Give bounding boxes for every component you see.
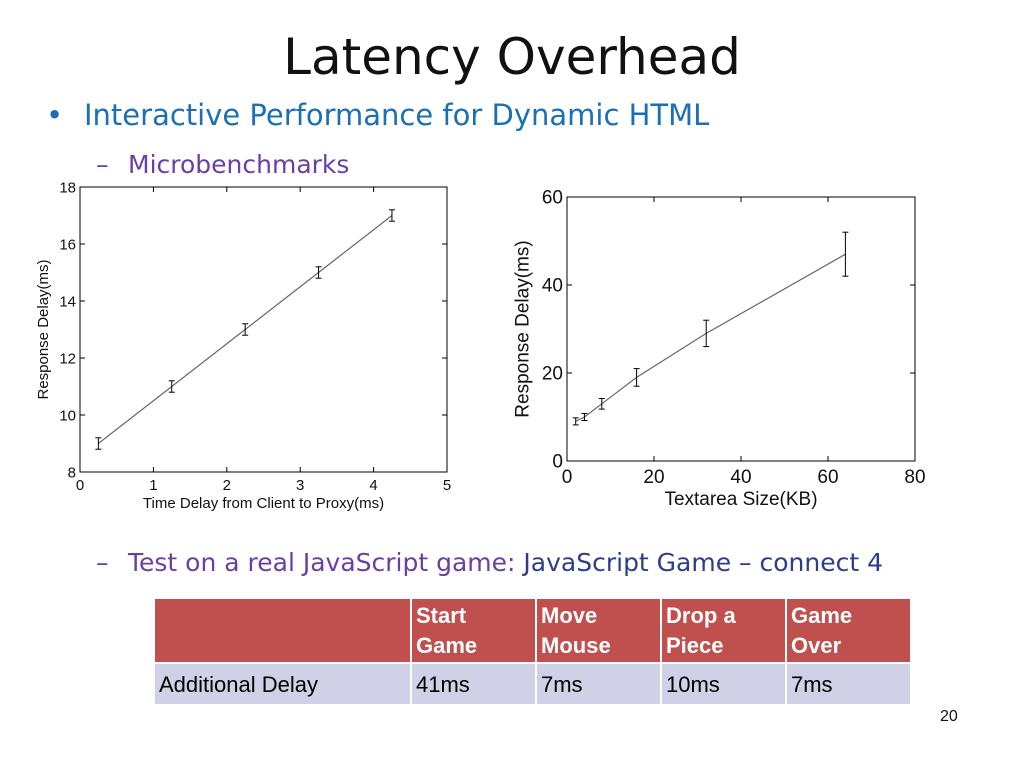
x-tick-label: 80 — [904, 467, 925, 488]
table-header-line: Move — [541, 603, 598, 628]
y-tick-label: 16 — [59, 236, 76, 253]
plot-frame — [79, 186, 448, 473]
table-header-line: Over — [791, 632, 842, 658]
x-tick-label: 3 — [296, 477, 304, 494]
sub-bullet-game-test: – Test on a real JavaScript game: JavaScr… — [96, 548, 883, 577]
table-header-cell: Game Over — [785, 596, 912, 665]
table-header-cell: Drop a Piece — [660, 596, 787, 665]
x-tick-label: 2 — [223, 477, 231, 494]
table-header-cell: Move Mouse — [535, 596, 662, 665]
y-tick-label: 60 — [542, 188, 563, 209]
y-tick-label: 12 — [59, 350, 76, 367]
table-header-cell — [153, 596, 412, 665]
table-cell: 10ms — [660, 662, 787, 707]
sub-bullet-microbenchmarks: – Microbenchmarks — [96, 150, 349, 179]
table-header-cell: Start Game — [410, 596, 537, 665]
x-tick-label: 1 — [149, 477, 157, 494]
series-line — [575, 253, 846, 422]
bullet-item: • Interactive Performance for Dynamic HTM… — [46, 98, 709, 132]
table-header-line: Drop a — [666, 603, 736, 628]
x-tick-label: 40 — [730, 467, 751, 488]
y-axis-label: Response Delay(ms) — [513, 240, 534, 417]
x-tick-label: 4 — [369, 477, 377, 494]
sub-bullet-text: Microbenchmarks — [128, 150, 350, 179]
table-header-line: Piece — [666, 632, 724, 658]
x-tick-label: 0 — [76, 477, 84, 494]
y-tick-label: 0 — [552, 452, 563, 473]
x-tick-label: 60 — [817, 467, 838, 488]
x-tick-label: 5 — [443, 477, 451, 494]
plot-frame — [566, 196, 916, 462]
dash-icon: – — [96, 150, 109, 179]
table-cell: Additional Delay — [153, 662, 412, 707]
y-tick-label: 18 — [59, 179, 76, 196]
table-header-line: Game — [416, 632, 478, 658]
y-tick-label: 10 — [59, 407, 76, 424]
table-cell: 41ms — [410, 662, 537, 707]
y-tick-label: 8 — [68, 464, 76, 481]
table-header-line: Mouse — [541, 632, 611, 658]
slide-title: Latency Overhead — [283, 28, 741, 86]
sub-bullet-lead: Test on a real JavaScript game: — [128, 548, 524, 577]
table-row: Additional Delay 41ms 7ms 10ms 7ms — [153, 662, 912, 707]
y-axis-label: Response Delay(ms) — [35, 259, 52, 399]
y-tick-label: 14 — [59, 293, 76, 310]
page-number: 20 — [940, 708, 958, 725]
table-cell: 7ms — [535, 662, 662, 707]
x-axis-label: Textarea Size(KB) — [664, 489, 817, 510]
x-axis-label: Time Delay from Client to Proxy(ms) — [143, 495, 384, 512]
delay-table: Start Game Move Mouse Drop a Piece Game Over… — [153, 596, 912, 707]
y-tick-label: 40 — [542, 276, 563, 297]
sub-bullet-game-name: JavaScript Game – connect 4 — [523, 548, 884, 577]
y-tick-label: 20 — [542, 364, 563, 385]
table-header-line: Start — [416, 603, 467, 628]
bullet-text: Interactive Performance for Dynamic HTML — [84, 98, 710, 132]
x-tick-label: 20 — [643, 467, 664, 488]
bullet-dot-icon: • — [46, 98, 64, 132]
table-header-row: Start Game Move Mouse Drop a Piece Game Over — [153, 596, 912, 665]
table-cell: 7ms — [785, 662, 912, 707]
x-tick-label: 0 — [562, 467, 573, 488]
table-header-line: Game — [791, 603, 853, 628]
dash-icon: – — [96, 548, 109, 577]
